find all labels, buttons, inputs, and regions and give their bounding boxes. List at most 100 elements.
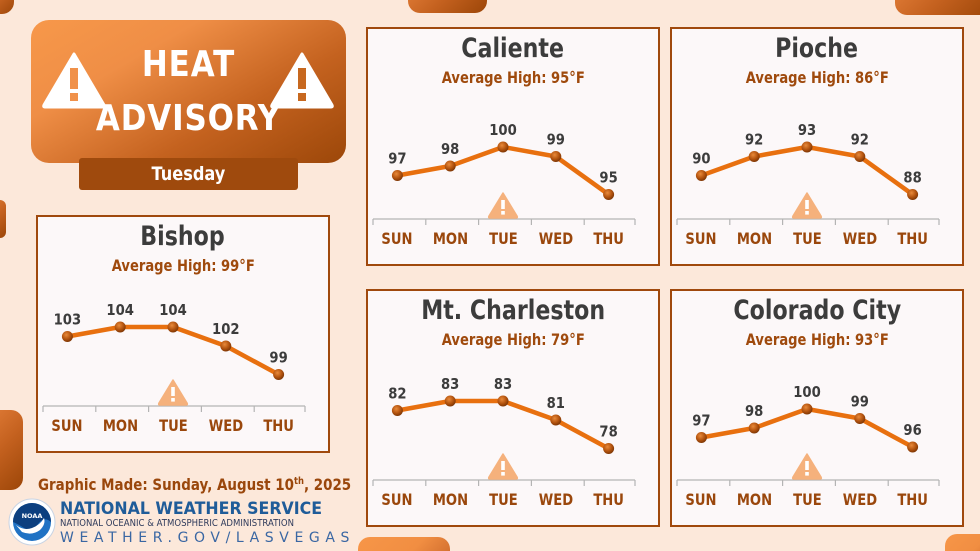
day-label-text: TUE — [488, 490, 518, 509]
data-value-label: 99 — [547, 132, 565, 149]
data-value-label: 104 — [159, 302, 187, 319]
average-high: Average High: 79°F — [368, 330, 658, 349]
data-point-marker — [114, 321, 126, 333]
chart-panel-pioche: Pioche Average High: 86°F 90 92 93 92 88 SUN MON… — [670, 27, 964, 266]
city-name: Caliente — [368, 33, 658, 64]
day-label-text: WED — [208, 416, 243, 435]
chart-panel-mt-charleston: Mt. Charleston Average High: 79°F 82 83 83 81… — [366, 289, 660, 527]
data-point-marker — [907, 441, 919, 453]
average-high-text: Average High: 79°F — [441, 330, 585, 349]
x-axis-day-label: TUE — [777, 229, 837, 248]
decor-shape — [895, 0, 980, 15]
data-point-marker — [391, 170, 403, 181]
website-link[interactable]: WEATHER.GOV/LASVEGAS — [60, 530, 356, 546]
data-point-marker — [497, 141, 509, 153]
city-name-text: Caliente — [461, 33, 565, 64]
average-high: Average High: 86°F — [672, 68, 962, 87]
x-axis-day-label: SUN — [367, 229, 427, 248]
heat-advisory-banner: HEAT ADVISORY — [31, 20, 346, 163]
made-date-suffix: th — [293, 475, 304, 487]
data-point-marker — [167, 321, 179, 333]
x-axis-day-label: SUN — [671, 229, 731, 248]
data-point-marker — [497, 395, 509, 407]
average-high-text: Average High: 86°F — [745, 68, 889, 87]
day-label-text: TUE — [792, 490, 822, 509]
data-value-label: 104 — [106, 302, 134, 319]
data-value-label: 92 — [851, 132, 869, 149]
day-label-text: WED — [842, 490, 877, 509]
city-name-text: Bishop — [140, 221, 226, 252]
data-point-marker — [695, 170, 707, 181]
day-label-text: THU — [593, 229, 624, 248]
x-axis-day-label: THU — [883, 490, 943, 509]
day-label-text: WED — [538, 229, 573, 248]
x-axis-day-label: TUE — [143, 416, 203, 435]
x-axis-day-label: WED — [830, 490, 890, 509]
data-point-marker — [695, 432, 707, 443]
data-point-marker — [854, 151, 866, 162]
day-label-text: THU — [897, 229, 928, 248]
data-point-marker — [603, 189, 615, 200]
data-value-label: 78 — [599, 424, 617, 441]
day-label-text: SUN — [685, 229, 717, 248]
x-axis-day-label: MON — [724, 490, 784, 509]
warning-triangle-icon — [270, 52, 334, 109]
day-label-text: SUN — [381, 229, 413, 248]
data-value-label: 81 — [547, 395, 565, 412]
x-axis-day-label: WED — [526, 229, 586, 248]
made-date-year: , 2025 — [303, 475, 352, 494]
data-point-marker — [550, 414, 562, 426]
x-axis-day-label: SUN — [671, 490, 731, 509]
x-axis-day-label: MON — [724, 229, 784, 248]
average-high: Average High: 99°F — [38, 256, 328, 275]
day-label-text: SUN — [685, 490, 717, 509]
data-value-label: 88 — [903, 170, 921, 187]
warning-triangle-icon — [791, 453, 823, 480]
temperature-line — [397, 398, 610, 451]
noaa-logo-text: NOAA — [22, 512, 43, 520]
data-point-marker — [391, 405, 403, 416]
temperature-line — [67, 324, 280, 377]
nws-name: NATIONAL WEATHER SERVICE — [60, 499, 323, 519]
day-label-text: TUE — [488, 229, 518, 248]
advisory-day-label: Tuesday — [79, 158, 298, 190]
data-point-marker — [907, 189, 919, 200]
data-point-marker — [444, 395, 456, 407]
city-name: Colorado City — [672, 295, 962, 326]
data-point-marker — [444, 160, 456, 172]
data-value-label: 99 — [851, 394, 869, 411]
warning-triangle-icon — [487, 192, 519, 219]
warning-triangle-icon — [42, 52, 106, 109]
data-value-label: 90 — [692, 151, 711, 168]
x-axis-day-label: SUN — [367, 490, 427, 509]
data-point-marker — [220, 340, 232, 352]
data-value-label: 83 — [494, 376, 512, 393]
data-point-marker — [748, 422, 760, 434]
data-point-marker — [61, 331, 73, 342]
chart-panel-bishop: Bishop Average High: 99°F 103 104 104 102 99 SU… — [36, 215, 330, 453]
day-label-text: WED — [538, 490, 573, 509]
day-label-text: MON — [102, 416, 138, 435]
x-axis-day-label: THU — [249, 416, 309, 435]
day-label-text: THU — [593, 490, 624, 509]
title-line-advisory: ADVISORY — [95, 98, 282, 139]
day-label-text: WED — [842, 229, 877, 248]
x-axis-day-label: WED — [196, 416, 256, 435]
chart-panel-caliente: Caliente Average High: 95°F 97 98 100 99 95 SUN… — [366, 27, 660, 266]
made-date-text: Graphic Made: Sunday, August 10 — [38, 475, 294, 494]
temperature-line — [701, 406, 914, 449]
noaa-logo-icon: NOAA — [8, 498, 56, 546]
city-name: Pioche — [672, 33, 962, 64]
x-axis-day-label: MON — [420, 229, 480, 248]
warning-triangle-icon — [157, 379, 189, 406]
data-value-label: 83 — [441, 376, 459, 393]
temperature-line-chart: 82 83 83 81 78 — [372, 376, 636, 486]
temperature-line — [700, 144, 914, 197]
day-label-text: SUN — [51, 416, 83, 435]
day-label-text: MON — [432, 229, 468, 248]
x-axis-day-label: THU — [579, 490, 639, 509]
title-line-heat: HEAT — [141, 44, 236, 85]
temperature-line-chart: 103 104 104 102 99 — [42, 302, 306, 412]
day-label-text: SUN — [381, 490, 413, 509]
average-high: Average High: 95°F — [368, 68, 658, 87]
